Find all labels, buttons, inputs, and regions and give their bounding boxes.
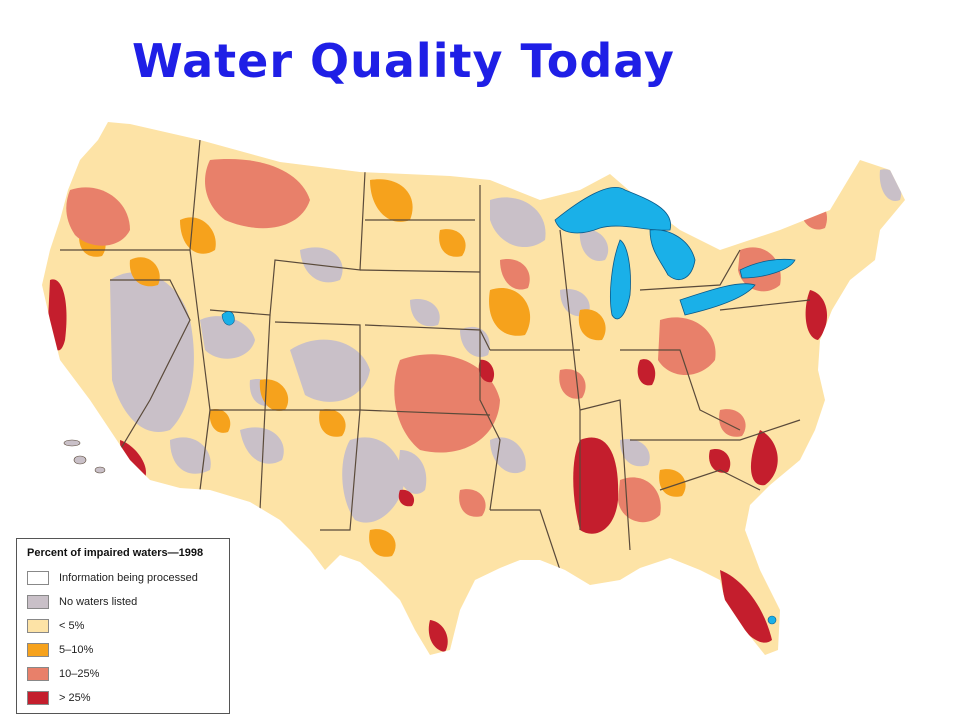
zone-10-25 [66, 159, 828, 523]
legend-swatch [27, 643, 49, 657]
channel-islands [63, 439, 106, 474]
us-map [20, 110, 940, 670]
legend-label: 10–25% [59, 668, 100, 680]
legend-swatch [27, 595, 49, 609]
legend-item-under-5: < 5% [27, 616, 219, 636]
lake-okeechobee [767, 615, 777, 625]
slide-title: Water Quality Today [132, 34, 675, 88]
legend-item-10-25: 10–25% [27, 664, 219, 684]
legend-swatch [27, 691, 49, 705]
state-borders [60, 139, 811, 571]
lake-ontario [739, 258, 796, 279]
legend-swatch [27, 619, 49, 633]
great-lakes [554, 186, 796, 320]
us-impaired-waters-map [42, 122, 905, 655]
legend-label: < 5% [59, 620, 85, 632]
legend-item-over-25: > 25% [27, 688, 219, 708]
legend-label: 5–10% [59, 644, 94, 656]
legend-swatch [27, 571, 49, 585]
great-salt-lake [221, 311, 235, 326]
legend-title: Percent of impaired waters—1998 [27, 547, 204, 559]
legend-item-no-waters: No waters listed [27, 592, 219, 612]
lake-michigan [610, 239, 631, 320]
legend-item-5-10: 5–10% [27, 640, 219, 660]
legend-label: No waters listed [59, 596, 138, 608]
legend-swatch [27, 667, 49, 681]
legend-label: > 25% [59, 692, 91, 704]
legend-item-info-processing: Information being processed [27, 568, 219, 588]
lake-superior [554, 186, 671, 234]
zone-over-25 [48, 279, 828, 652]
zone-no-waters [110, 169, 902, 523]
legend-label: Information being processed [59, 572, 198, 584]
map-legend: Percent of impaired waters—1998 Informat… [16, 538, 230, 714]
lake-huron [649, 229, 696, 280]
lake-erie [679, 283, 756, 316]
